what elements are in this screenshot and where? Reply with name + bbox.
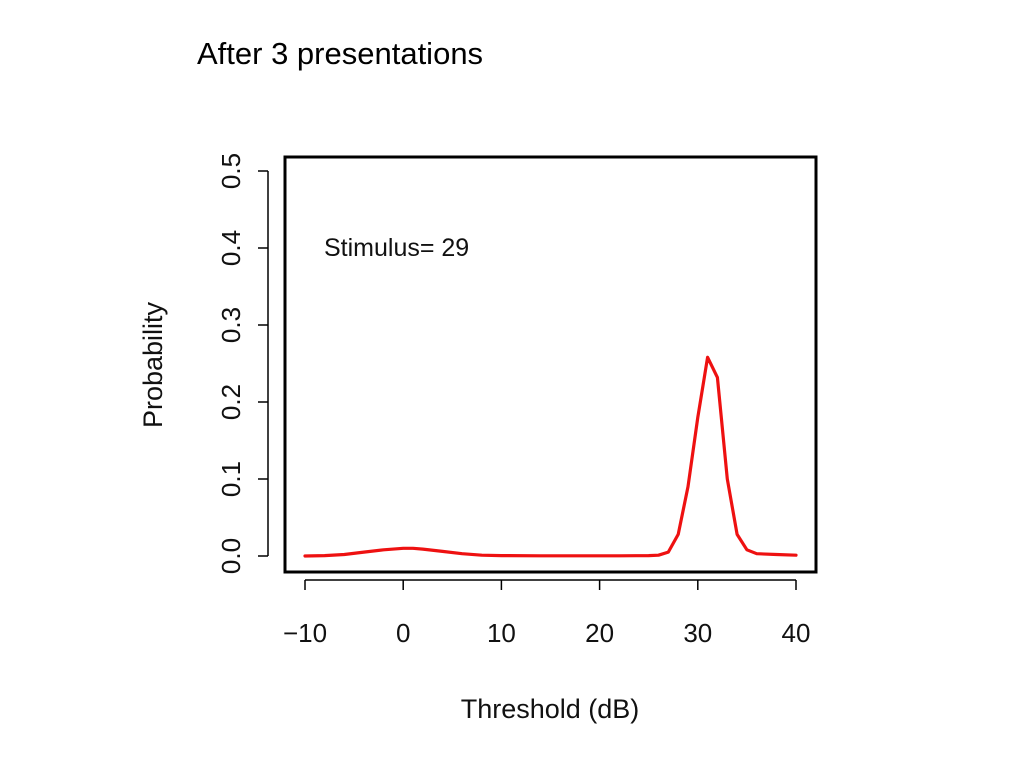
slide-title: After 3 presentations [197,36,484,71]
y-tick-label: 0.5 [216,153,246,189]
stimulus-annotation: Stimulus= 29 [324,234,469,262]
x-axis-label: Threshold (dB) [461,694,640,724]
x-tick-label: −10 [283,618,327,648]
probability-series-line [303,355,798,558]
y-tick-label: 0.4 [216,230,246,266]
series-group [303,355,798,558]
x-tick-label: 0 [396,618,410,648]
y-tick-label: 0.2 [216,384,246,420]
y-tick-label: 0.3 [216,307,246,343]
x-axis: −10 0 10 20 30 40 [283,579,811,648]
x-tick-label: 10 [487,618,516,648]
plot-frame [283,155,818,574]
x-tick-label: 20 [585,618,614,648]
y-tick-label: 0.0 [216,538,246,574]
y-axis: 0.0 0.1 0.2 0.3 0.4 0.5 [216,153,269,574]
y-axis-label: Probability [138,301,168,428]
x-tick-label: 40 [782,618,811,648]
y-tick-label: 0.1 [216,461,246,497]
x-tick-label: 30 [683,618,712,648]
